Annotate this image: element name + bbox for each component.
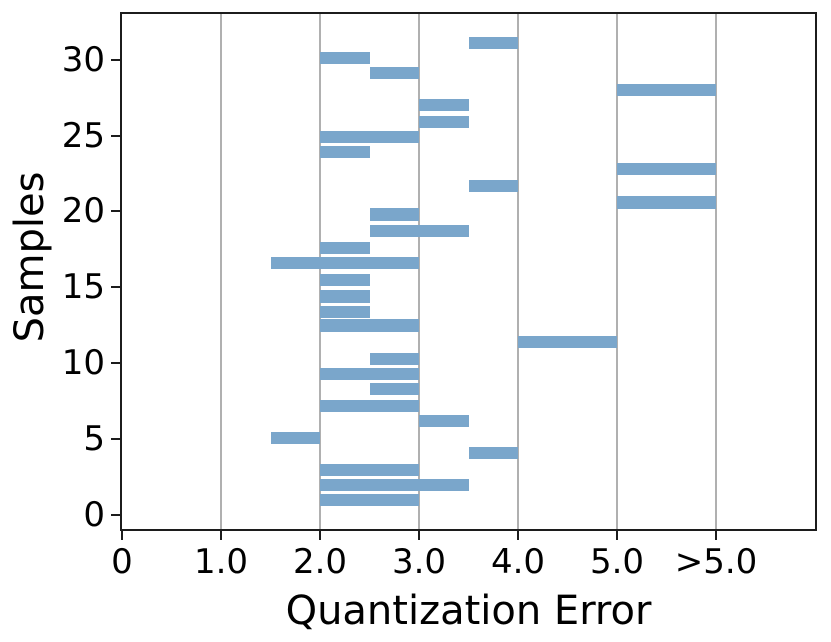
plot-area: [122, 14, 815, 529]
x-tick-mark: [121, 531, 123, 540]
error-range-bar: [617, 196, 716, 209]
x-axis-label: Quantization Error: [285, 588, 652, 634]
x-tick-mark: [517, 531, 519, 540]
gridline-x-5.0: [616, 14, 618, 529]
x-tick-mark: [220, 531, 222, 540]
error-range-bar: [617, 83, 716, 97]
gridline-x-3.0: [418, 14, 420, 529]
error-range-bar: [468, 179, 518, 192]
gridline-x->5.0: [715, 14, 717, 529]
error-range-bar: [320, 478, 469, 492]
y-tick-label: 0: [83, 495, 105, 536]
error-range-bar: [369, 352, 419, 365]
error-range-bar: [320, 463, 419, 476]
error-range-bar: [369, 225, 469, 238]
error-range-bar: [270, 431, 320, 444]
error-range-bar: [369, 67, 419, 80]
error-range-bar: [320, 130, 419, 144]
y-tick-mark: [111, 134, 120, 137]
y-tick-mark: [111, 286, 120, 289]
y-tick-label: 30: [61, 39, 105, 80]
error-range-bar: [518, 335, 617, 349]
x-tick-label: 3.0: [391, 542, 447, 582]
gridline-x-1.0: [220, 14, 222, 529]
y-tick-mark: [111, 210, 120, 213]
x-tick-label: >5.0: [674, 542, 758, 582]
error-range-bar: [320, 51, 370, 65]
y-tick-label: 25: [61, 115, 105, 156]
error-range-bar: [419, 414, 469, 428]
y-tick-label: 5: [83, 419, 105, 460]
gridline-x-2.0: [319, 14, 321, 529]
y-tick-label: 20: [61, 191, 105, 232]
error-range-bar: [320, 493, 419, 507]
x-tick-label: 2.0: [292, 542, 348, 582]
error-range-bar: [270, 256, 419, 270]
x-tick-mark: [715, 531, 717, 540]
error-range-bar: [369, 383, 419, 396]
error-range-bar: [320, 146, 370, 159]
error-range-bar: [320, 241, 370, 255]
y-tick-mark: [111, 58, 120, 61]
gridline-x-4.0: [517, 14, 519, 529]
y-tick-label: 10: [61, 343, 105, 384]
x-tick-label: 1.0: [193, 542, 249, 582]
x-tick-mark: [616, 531, 618, 540]
error-range-bar: [419, 115, 469, 128]
x-tick-mark: [319, 531, 321, 540]
error-range-bar: [468, 446, 518, 460]
error-range-bar: [419, 98, 469, 112]
error-range-bar: [320, 273, 370, 286]
error-range-bar: [468, 36, 518, 49]
y-tick-mark: [111, 438, 120, 441]
error-range-bar: [320, 399, 419, 413]
x-tick-label: 0: [111, 542, 133, 582]
y-tick-mark: [111, 362, 120, 365]
error-range-bar: [320, 290, 370, 303]
error-range-bar: [369, 208, 419, 221]
y-tick-mark: [111, 514, 120, 517]
y-tick-label: 15: [61, 267, 105, 308]
error-range-bar: [320, 305, 370, 318]
x-tick-label: 4.0: [490, 542, 546, 582]
error-range-bar: [320, 367, 419, 381]
error-range-bar: [617, 162, 716, 176]
error-range-bar: [320, 319, 419, 332]
x-tick-mark: [418, 531, 420, 540]
x-tick-label: 5.0: [589, 542, 645, 582]
